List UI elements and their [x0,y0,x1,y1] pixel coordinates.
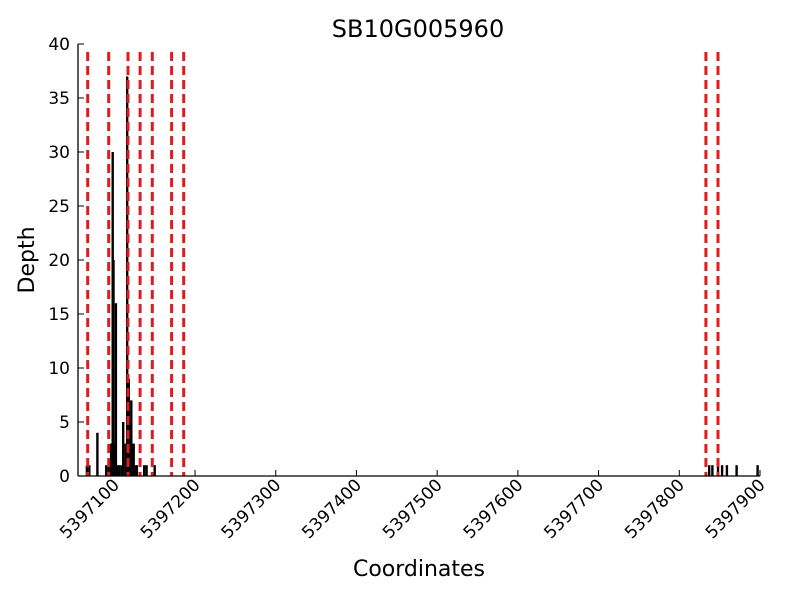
bar [725,465,729,476]
bar [134,465,137,476]
bar [130,400,133,476]
bar [96,432,99,476]
bar [107,465,110,476]
y-tick-label: 5 [59,413,70,433]
bar [124,443,127,476]
bar [145,465,148,476]
x-axis-label: Coordinates [353,557,485,582]
bar [708,465,711,476]
bar [113,443,116,476]
bar [135,465,139,476]
bar [756,465,759,476]
bar [114,303,118,476]
bar [143,465,146,476]
y-tick-label: 0 [59,467,70,487]
y-axis-label: Depth [15,226,40,293]
x-tick-label: 5397200 [137,475,205,543]
bar [735,465,738,476]
bar [109,443,113,476]
bar [105,465,108,476]
bar [711,465,714,476]
bar [122,422,125,476]
bar [716,465,720,476]
bar [85,465,89,476]
chart-title: SB10G005960 [332,15,504,43]
x-tick-label: 5397300 [218,475,286,543]
bar [153,465,156,476]
y-tick-label: 30 [48,143,70,163]
bar [128,422,131,476]
bar [118,465,121,476]
y-tick-label: 15 [48,305,70,325]
x-tick-label: 5397700 [540,475,608,543]
y-tick-label: 10 [48,359,70,379]
x-tick-label: 5397500 [379,475,447,543]
y-tick-label: 25 [48,197,70,217]
bar [720,465,724,476]
x-tick-label: 5397800 [621,475,689,543]
y-tick-label: 20 [48,251,70,271]
x-tick-label: 5397400 [298,475,366,543]
y-tick-label: 40 [48,35,70,55]
bar [130,454,134,476]
bar [116,465,119,476]
bar [88,465,91,476]
bar [112,260,115,476]
x-tick-label: 5397600 [460,475,528,543]
bar [120,465,123,476]
y-tick-label: 35 [48,89,70,109]
x-tick-label: 5397900 [702,475,770,543]
bar [132,443,135,476]
